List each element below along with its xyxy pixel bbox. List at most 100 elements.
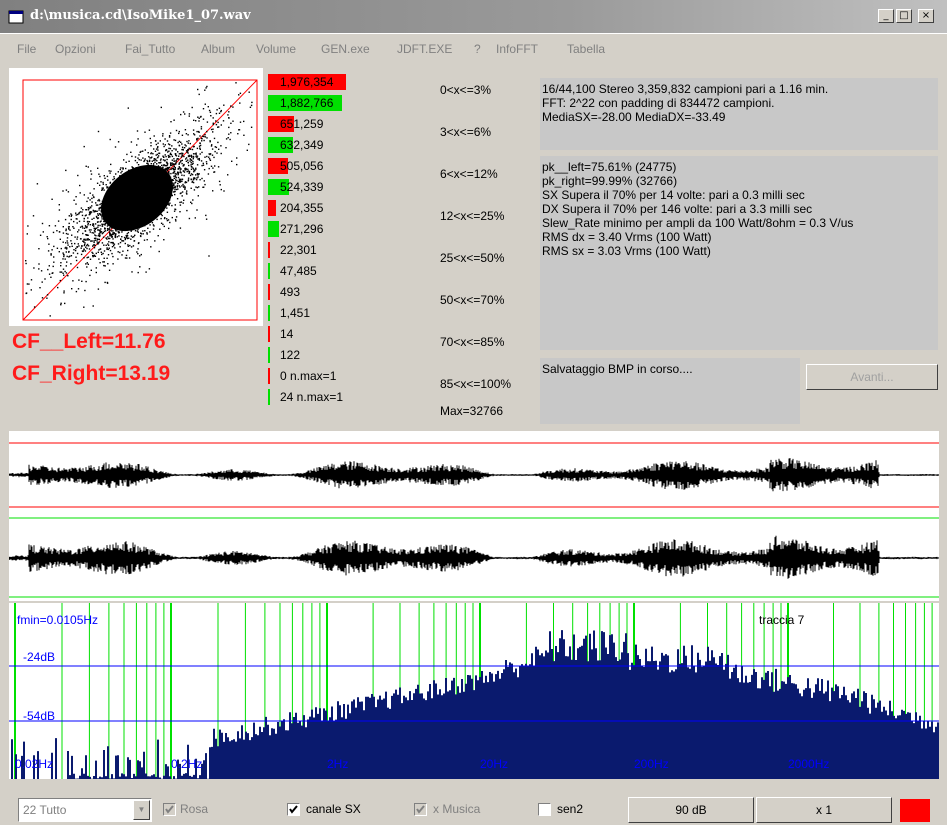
histogram-row: 24 n.max=1	[268, 389, 364, 405]
histogram-row: 651,259	[268, 116, 364, 132]
chevron-down-icon[interactable]: ▼	[133, 800, 150, 820]
range-label: 25<x<=50%	[440, 251, 505, 265]
db-button[interactable]: 90 dB	[628, 797, 754, 823]
range-label: Max=32766	[440, 404, 504, 418]
info-line: pk__left=75.61% (24775)	[542, 160, 677, 174]
info-line: pk_right=99.99% (32766)	[542, 174, 678, 188]
track-select[interactable]: 22 Tutto ▼	[18, 798, 152, 822]
scatter-points	[25, 82, 253, 317]
menu-gen-exe[interactable]: GEN.exe	[321, 42, 370, 56]
histogram-value: 204,355	[280, 201, 324, 215]
db-label: -54dB	[23, 709, 55, 723]
histogram-value: 122	[280, 348, 301, 362]
menu-file[interactable]: File	[17, 42, 37, 56]
minimize-button[interactable]: _	[878, 9, 894, 23]
right-channel-waveform	[8, 535, 939, 579]
histogram-row: 1,451	[268, 305, 364, 321]
histogram-row: 493	[268, 284, 364, 300]
histogram-row: 1,882,766	[268, 95, 364, 111]
histogram-row: 22,301	[268, 242, 364, 258]
menu-infofft[interactable]: InfoFFT	[496, 42, 539, 56]
track-select-value: 22 Tutto	[23, 803, 67, 817]
info-line: DX Supera il 70% per 146 volte: pari a 3…	[542, 202, 813, 216]
info-line: 16/44,100 Stereo 3,359,832 campioni pari…	[542, 82, 829, 96]
histogram-bar	[268, 137, 293, 153]
freq-label: 200Hz	[634, 757, 669, 771]
histogram-row: 47,485	[268, 263, 364, 279]
histogram-row: 0 n.max=1	[268, 368, 364, 384]
histogram-bar	[268, 95, 342, 111]
histogram-bar	[268, 200, 276, 216]
db-label: -24dB	[23, 650, 55, 664]
close-button[interactable]: ×	[918, 9, 934, 23]
histogram-value: 0 n.max=1	[280, 369, 337, 383]
histogram-value: 505,056	[280, 159, 324, 173]
window-title: d:\musica.cd\IsoMike1_07.wav	[30, 8, 251, 23]
histogram-bar	[268, 305, 270, 321]
histogram-value: 47,485	[280, 264, 317, 278]
range-label: 50<x<=70%	[440, 293, 505, 307]
menu-help[interactable]: ?	[474, 42, 481, 56]
title-bar: d:\musica.cd\IsoMike1_07.wav _ □ ×	[0, 0, 947, 34]
freq-label: 20Hz	[480, 757, 508, 771]
checkmark-icon	[165, 805, 174, 814]
zoom-button[interactable]: x 1	[756, 797, 892, 823]
freq-label: 2000Hz	[788, 757, 829, 771]
histogram-row: 505,056	[268, 158, 364, 174]
range-label: 3<x<=6%	[440, 125, 492, 139]
histogram-bar	[268, 179, 289, 195]
histogram-bar	[268, 389, 270, 405]
avanti-button[interactable]: Avanti...	[806, 364, 938, 390]
histogram-value: 632,349	[280, 138, 324, 152]
left-channel-waveform	[8, 458, 939, 492]
histogram-value: 271,296	[280, 222, 324, 236]
histogram-row: 122	[268, 347, 364, 363]
histogram-value: 1,976,354	[280, 75, 334, 89]
spectrum-canvas: fmin=0.0105Hz traccia 7 -24dB -54dB 0.02…	[9, 603, 939, 779]
histogram-value: 22,301	[280, 243, 317, 257]
checkmark-icon	[289, 805, 298, 814]
menu-opzioni[interactable]: Opzioni	[55, 42, 96, 56]
histogram-bar	[268, 242, 270, 258]
file-info-panel: 16/44,100 Stereo 3,359,832 campioni pari…	[540, 78, 938, 150]
histogram-bar	[268, 368, 270, 384]
histogram-bar	[268, 221, 279, 237]
maximize-button[interactable]: □	[896, 9, 912, 23]
color-swatch-button[interactable]	[900, 799, 930, 822]
menu-tabella[interactable]: Tabella	[567, 42, 606, 56]
status-text: Salvataggio BMP in corso....	[542, 362, 693, 376]
canale-sx-checkbox[interactable]	[287, 803, 300, 816]
checkmark-icon	[416, 805, 425, 814]
range-label: 70<x<=85%	[440, 335, 505, 349]
peak-info-panel: pk__left=75.61% (24775) pk_right=99.99% …	[540, 156, 938, 350]
bottom-toolbar: 22 Tutto ▼ Rosa canale SX x Musica sen2 …	[0, 790, 947, 825]
histogram-row: 524,339	[268, 179, 364, 195]
crest-factor-right: CF_Right=13.19	[12, 362, 171, 385]
menu-bar: File Opzioni Fai_Tutto Album Volume GEN.…	[0, 38, 947, 60]
rosa-label: Rosa	[180, 802, 209, 816]
info-line: MediaSX=-28.00 MediaDX=-33.49	[542, 110, 726, 124]
menu-album[interactable]: Album	[201, 42, 236, 56]
freq-label: 0.02Hz	[15, 757, 53, 771]
histogram-bar	[268, 284, 270, 300]
info-line: RMS sx = 3.03 Vrms (100 Watt)	[542, 244, 711, 258]
sen2-checkbox[interactable]	[538, 803, 551, 816]
menu-fai-tutto[interactable]: Fai_Tutto	[125, 42, 176, 56]
menu-jdft-exe[interactable]: JDFT.EXE	[397, 42, 453, 56]
histogram-bar	[268, 263, 270, 279]
db-gridlines	[9, 665, 939, 722]
histogram-bar	[268, 347, 270, 363]
histogram-value: 493	[280, 285, 301, 299]
track-label: traccia 7	[759, 613, 805, 627]
histogram-value: 651,259	[280, 117, 324, 131]
waveform-canvas	[8, 442, 939, 598]
rosa-checkbox[interactable]	[163, 803, 176, 816]
menu-volume[interactable]: Volume	[256, 42, 297, 56]
spectrum-panel: fmin=0.0105Hz traccia 7 -24dB -54dB 0.02…	[9, 603, 939, 779]
histogram-row: 271,296	[268, 221, 364, 237]
info-line: RMS dx = 3.40 Vrms (100 Watt)	[542, 230, 712, 244]
histogram-value: 14	[280, 327, 294, 341]
info-line: FFT: 2^22 con padding di 834472 campioni…	[542, 96, 775, 110]
histogram-bar	[268, 158, 288, 174]
x-musica-checkbox[interactable]	[414, 803, 427, 816]
